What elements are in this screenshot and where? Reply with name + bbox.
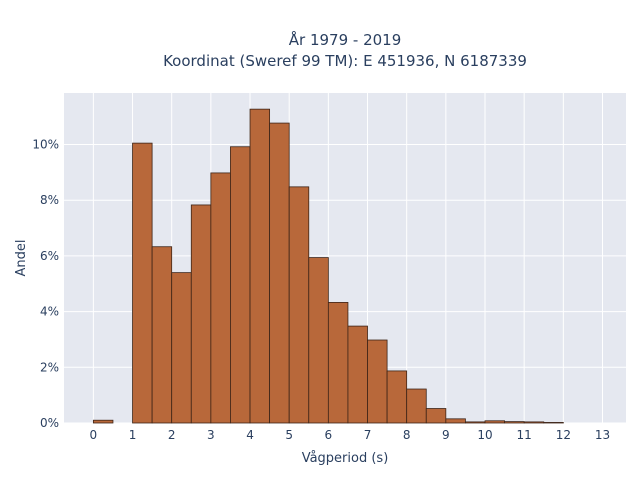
x-tick-label: 11 xyxy=(517,428,532,442)
x-tick-label: 0 xyxy=(90,428,98,442)
x-tick-label: 6 xyxy=(325,428,333,442)
histogram-bar-8 xyxy=(269,122,290,424)
y-tick-label: 10% xyxy=(32,138,59,152)
x-tick-label: 2 xyxy=(168,428,176,442)
histogram-bar-15 xyxy=(406,388,427,424)
x-axis-ticks: 0 1 2 3 4 5 6 7 8 9 10 11 12 13 xyxy=(90,428,611,442)
histogram-bar-16 xyxy=(425,408,447,424)
bars xyxy=(92,108,564,424)
y-tick-label: 4% xyxy=(40,305,59,319)
x-tick-label: 12 xyxy=(556,428,571,442)
histogram-bar-14 xyxy=(386,370,408,424)
histogram-bar-17 xyxy=(445,418,466,424)
x-tick-label: 13 xyxy=(595,428,610,442)
chart-title-line-2: Koordinat (Sweref 99 TM): E 451936, N 61… xyxy=(163,52,527,70)
histogram-bar-19 xyxy=(484,420,505,424)
y-tick-label: 6% xyxy=(40,249,59,263)
y-axis-ticks: 0% 2% 4% 6% 8% 10% xyxy=(32,138,59,430)
x-tick-label: 4 xyxy=(246,428,254,442)
histogram-bar-18 xyxy=(465,421,486,424)
x-tick-label: 8 xyxy=(403,428,411,442)
histogram-bar-21 xyxy=(523,421,545,424)
histogram-bar-11 xyxy=(327,302,349,424)
x-tick-label: 3 xyxy=(207,428,215,442)
histogram-bar-13 xyxy=(367,339,388,424)
y-tick-label: 2% xyxy=(40,360,59,374)
histogram-bar-12 xyxy=(347,325,368,424)
histogram-bar-20 xyxy=(504,421,525,424)
histogram-bar-3 xyxy=(171,272,192,424)
x-tick-label: 9 xyxy=(442,428,450,442)
chart-title-line-1: År 1979 - 2019 xyxy=(289,30,402,49)
histogram-bar-10 xyxy=(308,257,329,424)
histogram-bar-7 xyxy=(249,108,271,424)
histogram-bar-6 xyxy=(230,146,251,424)
y-tick-label: 0% xyxy=(40,416,59,430)
x-tick-label: 1 xyxy=(129,428,137,442)
y-tick-label: 8% xyxy=(40,193,59,207)
x-tick-label: 7 xyxy=(364,428,372,442)
histogram-bar-9 xyxy=(288,186,310,424)
histogram-bar-1 xyxy=(132,142,153,424)
x-axis-title: Vågperiod (s) xyxy=(302,451,389,466)
x-tick-label: 5 xyxy=(285,428,293,442)
histogram-bar-2 xyxy=(151,246,173,424)
histogram-bar-22 xyxy=(543,422,564,424)
y-axis-title: Andel xyxy=(14,240,29,277)
histogram-bar-5 xyxy=(210,172,231,424)
histogram-bar-4 xyxy=(190,204,212,424)
x-tick-label: 10 xyxy=(477,428,492,442)
histogram-bar-0 xyxy=(92,419,114,424)
